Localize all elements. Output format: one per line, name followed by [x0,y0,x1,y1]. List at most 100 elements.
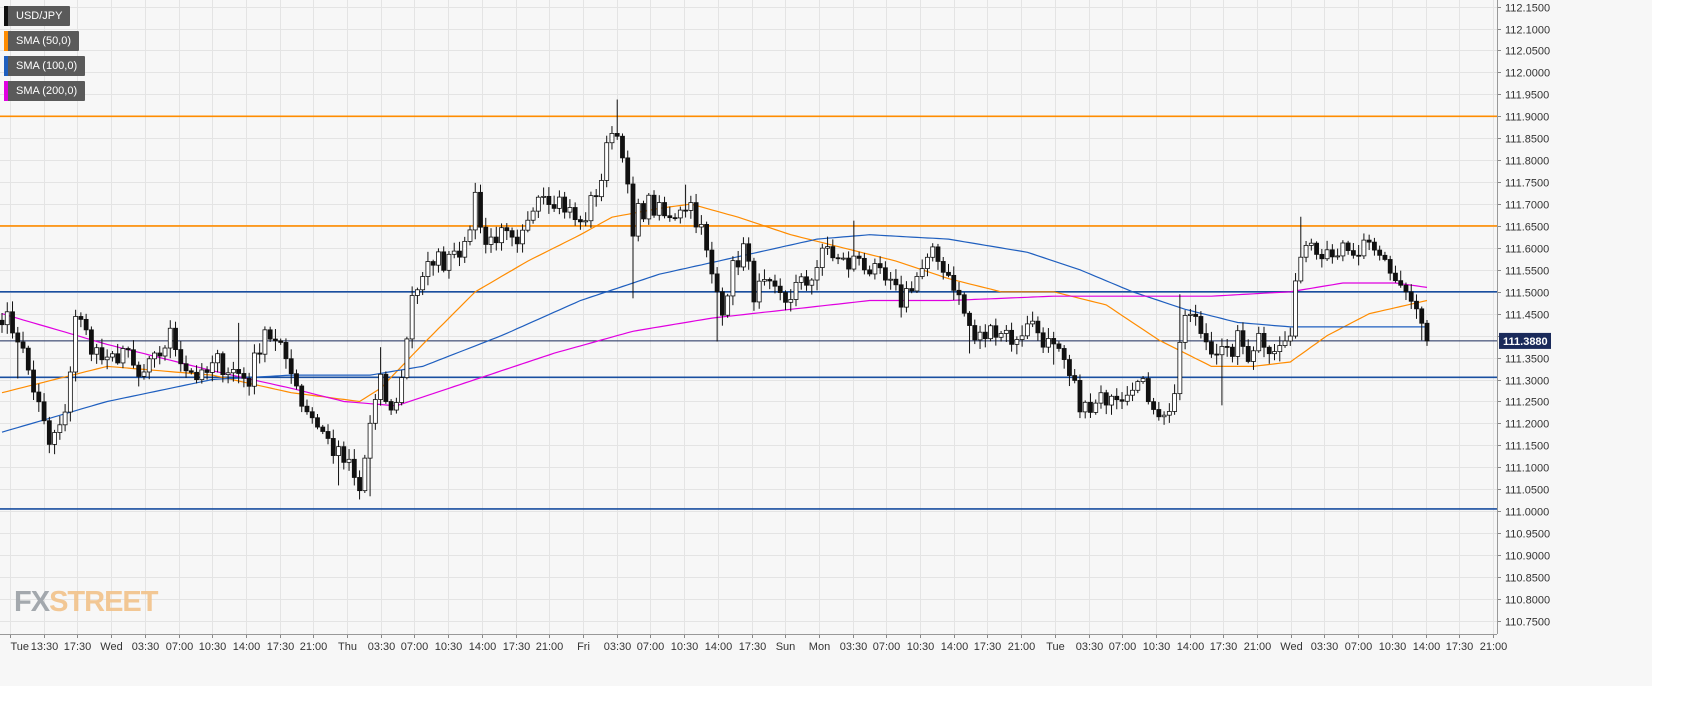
candle-body [136,364,142,377]
candle-body [1393,272,1398,282]
candle-body [809,279,815,286]
candle-body [36,391,42,403]
candle-body [1387,259,1393,274]
x-tick-label: 03:30 [368,641,396,653]
candle-body [131,349,136,366]
candle-body [1345,242,1351,251]
candle-body [1419,308,1425,324]
candle-body [872,263,878,275]
candle-body [1040,332,1046,348]
candle-body [993,325,999,338]
candle-body [509,230,515,238]
candle-body [299,385,305,407]
candle-body [167,327,173,349]
y-tick-label: 111.9500 [1505,90,1549,102]
candle-body [919,268,925,277]
y-tick-label: 111.2500 [1505,397,1549,409]
legend-item-sma100[interactable]: SMA (100,0) [4,56,86,76]
y-tick-label: 111.4500 [1505,310,1549,322]
candle-body [1240,330,1246,347]
candle-body [472,191,478,231]
x-tick-label: 14:00 [469,641,497,653]
fxstreet-logo: FXSTREET [14,586,158,619]
candle-body [893,278,899,286]
candle-body [99,347,105,361]
candle-body [625,157,631,185]
candle-body [693,202,699,228]
x-tick-label: 21:00 [536,641,564,653]
candle-body [1056,343,1062,349]
x-tick-label: 21:00 [300,641,328,653]
candle-body [988,325,993,340]
candle-body [1198,316,1204,334]
y-tick-label: 112.1500 [1505,3,1550,15]
candle-body [882,267,888,281]
candle-body [41,401,47,422]
x-tick-label: 21:00 [1244,641,1272,653]
candle-body [467,229,473,242]
candle-body [73,316,79,373]
candle-body [593,195,599,198]
candle-body [499,227,504,244]
candle-body [830,246,836,259]
candle-body [236,369,242,374]
candle-body [961,294,967,314]
x-tick-label: 17:30 [1446,641,1474,653]
legend-item-sma50[interactable]: SMA (50,0) [4,31,80,51]
candle-body [767,279,773,282]
candle-body [1130,389,1135,396]
candle-body [762,279,767,282]
candle-body [52,432,57,445]
candle-body [483,226,489,245]
candle-body [951,274,957,291]
y-tick-label: 111.7500 [1505,178,1549,190]
candle-body [614,133,620,137]
candle-body [1035,320,1041,334]
candle-body [94,347,100,355]
candle-body [904,288,909,308]
candle-body [825,246,830,249]
sma-200-line [1,282,1428,407]
candle-body [288,358,294,375]
candle-body [420,276,426,291]
candle-body [1109,395,1114,406]
legend-item-sma200[interactable]: SMA (200,0) [4,81,86,101]
candle-body [1082,401,1088,413]
candle-body [967,312,972,326]
y-tick-label: 111.2000 [1505,419,1549,431]
legend-item-usdjpy[interactable]: USD/JPY [4,6,71,26]
x-tick-label: 21:00 [1008,641,1036,653]
x-tick-label: 10:30 [199,641,227,653]
candle-body [1256,332,1262,352]
candle-body [425,261,431,277]
sma-50-line [1,203,1428,403]
candle-body [867,269,873,275]
x-tick-label: 07:00 [1345,641,1373,653]
x-tick-label: Tue [1046,641,1065,653]
candle-body [635,203,641,237]
x-tick-label: 17:30 [739,641,767,653]
candle-body [535,196,541,212]
candle-body [982,331,988,340]
candle-body [604,142,610,181]
candle-body [1098,392,1104,404]
candle-body [551,204,557,209]
candle-body [630,183,636,237]
y-tick-label: 110.8500 [1505,573,1550,585]
x-tick-label: 14:00 [233,641,261,653]
plot-background [0,0,1652,686]
candle-body [946,271,951,276]
candle-body [1314,242,1319,255]
legend-swatch [4,81,8,101]
candle-body [688,202,694,211]
x-tick-label: 17:30 [64,641,92,653]
y-tick-label: 111.9000 [1505,112,1549,124]
y-tick-label: 111.7000 [1505,200,1549,212]
candle-body [152,352,157,360]
candle-body [1214,353,1220,356]
candle-body [1324,249,1330,260]
x-tick-label: Wed [100,641,122,653]
candle-body [520,229,525,245]
candle-body [362,457,368,492]
